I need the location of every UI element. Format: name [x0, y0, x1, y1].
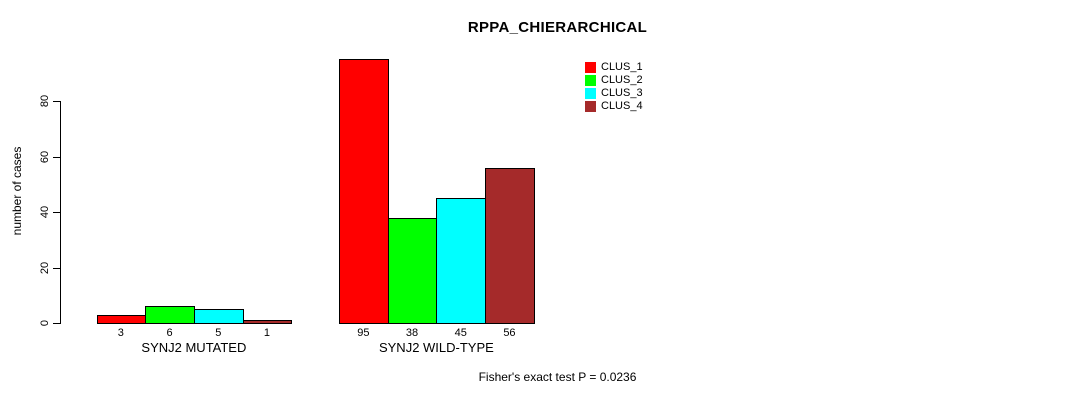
bar-clus_3-group1: [193, 309, 244, 324]
bar-value-label: 45: [454, 327, 467, 339]
legend-row-clus_4: CLUS_4: [585, 100, 643, 113]
legend-swatch-clus_3: [585, 88, 596, 99]
bar-value-label: 56: [503, 327, 516, 339]
legend-row-clus_2: CLUS_2: [585, 74, 643, 87]
y-tick-label: 0: [39, 319, 51, 327]
y-axis: [60, 101, 61, 324]
legend: CLUS_1 CLUS_2 CLUS_3 CLUS_4: [585, 61, 643, 113]
bar-value-label: 38: [405, 327, 419, 339]
bar-value-label: 6: [166, 327, 173, 339]
y-tick-label: 60: [39, 150, 51, 163]
y-axis-label: number of cases: [10, 146, 24, 236]
y-tick: [53, 323, 60, 324]
y-tick: [53, 267, 60, 269]
y-tick: [53, 212, 60, 213]
legend-label: CLUS_4: [601, 100, 643, 112]
bar-clus_4-group1: [242, 320, 293, 324]
legend-row-clus_1: CLUS_1: [585, 61, 643, 74]
bar-value-label: 95: [357, 327, 370, 339]
bar-clus_1-group2: [339, 59, 389, 324]
group-label-1: SYNJ2 MUTATED: [141, 340, 247, 355]
legend-swatch-clus_2: [585, 75, 596, 86]
y-tick: [53, 156, 60, 158]
legend-row-clus_3: CLUS_3: [585, 87, 643, 100]
y-tick-label: 40: [39, 205, 51, 219]
bar-value-label: 5: [215, 327, 222, 339]
legend-swatch-clus_1: [585, 62, 596, 73]
legend-label: CLUS_3: [601, 87, 643, 99]
bar-clus_2-group2: [387, 217, 438, 324]
fishers-test-annotation: Fisher's exact test P = 0.0236: [478, 370, 637, 384]
legend-label: CLUS_2: [601, 74, 643, 86]
bar-value-label: 3: [117, 327, 124, 339]
bar-clus_3-group2: [436, 198, 487, 324]
group-label-2: SYNJ2 WILD-TYPE: [378, 340, 494, 355]
legend-swatch-clus_4: [585, 101, 596, 112]
bar-value-label: 1: [263, 327, 270, 339]
y-tick: [53, 101, 60, 102]
bar-clus_2-group1: [145, 306, 195, 324]
y-tick-label: 80: [39, 94, 51, 108]
chart-title: RPPA_CHIERARCHICAL: [467, 19, 648, 36]
legend-label: CLUS_1: [601, 61, 643, 73]
bar-clus_1-group1: [96, 314, 147, 324]
y-tick-label: 20: [39, 261, 51, 274]
bar-clus_4-group2: [485, 167, 535, 324]
